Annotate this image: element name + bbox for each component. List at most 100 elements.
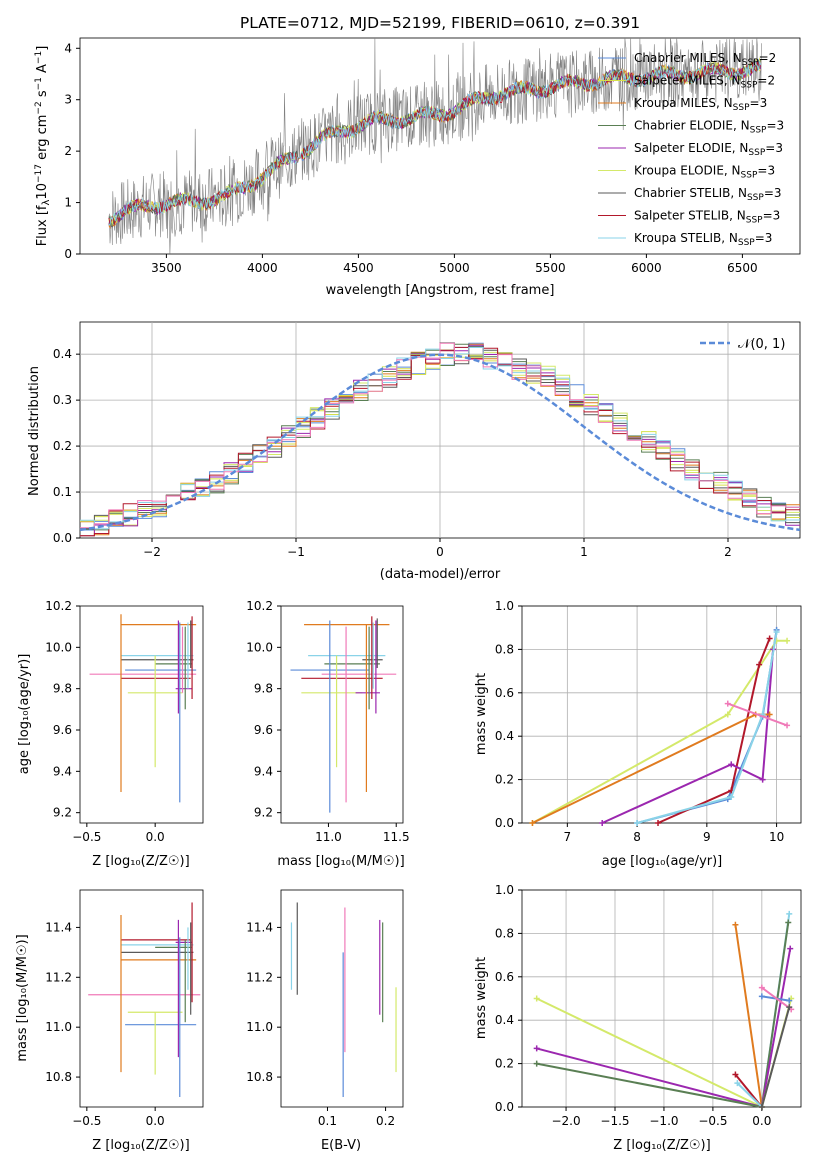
y-tick-label: 0.0	[495, 816, 514, 830]
y-tick-label: 9.8	[53, 682, 72, 696]
y-tick-label: 0.1	[53, 485, 72, 499]
x-tick-label: 4500	[343, 261, 374, 275]
normal-curve	[79, 353, 801, 532]
weight-point	[786, 997, 793, 1004]
x-tick-label: −1.0	[649, 1114, 678, 1128]
x-tick-label: 6000	[631, 261, 662, 275]
histogram-xticks: −2 −1 0 1 2	[143, 538, 732, 559]
weight-point	[773, 629, 780, 636]
weight-point	[599, 820, 606, 826]
y-tick-label: 10.2	[246, 599, 273, 613]
age-mass-panel: 11.0 11.5 9.2 9.4 9.6 9.8 10.0 10.2 mass [log₁₀(…	[246, 599, 409, 869]
y-tick-label: 0.0	[53, 531, 72, 545]
weight-point	[758, 993, 765, 1000]
x-tick-label: −1.5	[600, 1114, 629, 1128]
x-tick-label: 2	[724, 545, 732, 559]
weight-point	[766, 635, 773, 642]
normal-curve-line	[79, 353, 801, 532]
y-tick-label: 11.2	[45, 970, 72, 984]
x-tick-label: 3500	[151, 261, 182, 275]
weight-line	[727, 702, 788, 727]
mass-ebv-xlabel: E(B-V)	[321, 1138, 361, 1153]
y-tick-label: 0.4	[495, 1013, 514, 1027]
y-tick-label: 1.0	[495, 883, 514, 897]
weight-age-panel: 7 8 9 10 0.0 0.2 0.4 0.6 0.8 1.0 age [log₁₀(age/yr…	[474, 599, 802, 869]
x-tick-label: 0.1	[318, 1114, 337, 1128]
legend-label: Salpeter MILES, NSSP=2	[634, 74, 775, 91]
y-tick-label: 11.4	[45, 920, 72, 934]
x-tick-label: 5500	[535, 261, 566, 275]
x-tick-label: 0.0	[752, 1114, 771, 1128]
mass-ebv-panel: 0.1 0.2 10.8 11.0 11.2 11.4 E(B-V)	[246, 889, 404, 1153]
axes-frame	[79, 889, 204, 1108]
legend-label: Chabrier MILES, NSSP=2	[634, 51, 776, 68]
y-tick-label: 11.2	[246, 970, 273, 984]
x-tick-label: −0.5	[72, 1114, 101, 1128]
spectrum-yticks: 0 1 2 3 4	[64, 41, 80, 261]
weight-age-ylabel: mass weight	[474, 673, 489, 755]
spectrum-xticks: 3500 4000 4500 5000 5500 6000 6500	[151, 254, 758, 275]
weight-point	[784, 722, 791, 729]
legend-label: Chabrier STELIB, NSSP=3	[634, 186, 782, 203]
y-tick-label: 0.8	[495, 642, 514, 656]
y-tick-label: 9.2	[53, 806, 72, 820]
legend-label: Kroupa ELODIE, NSSP=3	[634, 164, 775, 181]
y-tick-label: 3	[64, 93, 72, 107]
x-tick-label: 1	[580, 545, 588, 559]
x-tick-label: −0.5	[72, 830, 101, 844]
weight-point	[728, 761, 735, 768]
histogram-bars	[80, 342, 800, 537]
legend-label: Kroupa STELIB, NSSP=3	[634, 231, 772, 248]
weight-point	[734, 1080, 741, 1087]
x-tick-label: 11.5	[383, 830, 410, 844]
x-tick-label: 10	[769, 830, 784, 844]
weight-point	[758, 1104, 765, 1110]
weight-point	[786, 910, 793, 917]
spectrum-legend: Chabrier MILES, NSSP=2 Salpeter MILES, NS…	[598, 51, 784, 248]
legend-label: Salpeter ELODIE, NSSP=3	[634, 141, 783, 158]
weight-z-ylabel: mass weight	[474, 957, 489, 1039]
x-tick-label: 4000	[247, 261, 278, 275]
y-tick-label: 10.2	[45, 599, 72, 613]
weight-point	[784, 637, 791, 644]
histogram-legend-label: 𝒩(0, 1)	[738, 337, 785, 352]
x-tick-label: 0	[436, 545, 444, 559]
axes-frame	[521, 605, 802, 824]
y-tick-label: 10.0	[45, 640, 72, 654]
weight-point	[728, 793, 735, 800]
legend-label: Chabrier ELODIE, NSSP=3	[634, 119, 784, 136]
weight-line	[536, 1062, 763, 1108]
y-tick-label: 9.8	[254, 682, 273, 696]
x-tick-label: −2	[143, 545, 161, 559]
y-tick-label: 0.4	[53, 347, 72, 361]
mass-z-ylabel: mass [log₁₀(M/M☉)]	[15, 934, 30, 1061]
y-tick-label: 11.0	[246, 1020, 273, 1034]
weight-point	[724, 711, 731, 718]
y-tick-label: 0.2	[53, 439, 72, 453]
x-tick-label: 5000	[439, 261, 470, 275]
x-tick-label: 0.2	[376, 1114, 395, 1128]
weight-point	[785, 919, 792, 926]
weight-point	[756, 661, 763, 668]
weight-point	[533, 1045, 540, 1052]
weight-line	[736, 1082, 763, 1108]
age-z-ylabel: age [log₁₀(age/yr)]	[17, 654, 32, 775]
histogram-xlabel: (data-model)/error	[380, 567, 501, 582]
y-tick-label: 0	[64, 247, 72, 261]
weight-line	[636, 631, 778, 824]
y-tick-label: 9.4	[254, 764, 273, 778]
weight-point	[787, 945, 794, 952]
histogram-ylabel: Normed distribution	[27, 366, 42, 496]
y-tick-label: 0.6	[495, 686, 514, 700]
spectrum-lines	[108, 37, 762, 254]
weight-point	[766, 711, 773, 718]
y-tick-label: 9.4	[53, 764, 72, 778]
weight-line	[657, 638, 771, 824]
weight-line	[536, 1047, 763, 1108]
age-z-panel: −0.5 0.0 9.2 9.4 9.6 9.8 10.0 10.2 Z [log₁₀(Z/Z☉…	[17, 599, 204, 869]
y-tick-label: 0.8	[495, 926, 514, 940]
y-tick-label: 9.6	[254, 723, 273, 737]
spectrum-panel: 3500 4000 4500 5000 5500 6000 6500 0 1 2 3 4 wavel…	[34, 37, 801, 298]
y-tick-label: 1.0	[495, 599, 514, 613]
x-tick-label: 0.0	[146, 830, 165, 844]
